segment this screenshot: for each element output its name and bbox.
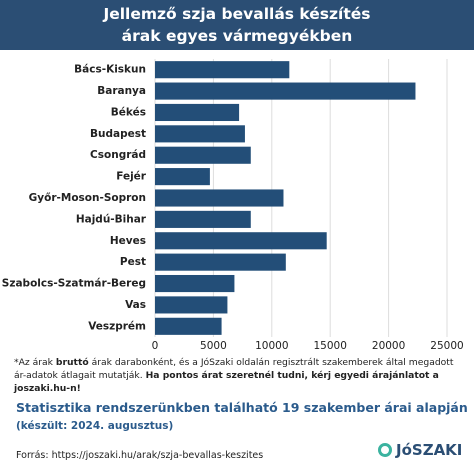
bar (155, 232, 327, 250)
x-tick-label: 5000 (200, 340, 227, 352)
x-tick-label: 20000 (372, 340, 405, 352)
bar (155, 274, 235, 293)
bar (155, 61, 290, 79)
chart: 0 5000 10000 15000 20000 25000 Bács-Kiskun Bara… (2, 59, 464, 352)
y-tick-label: Hajdú-Bihar (76, 213, 147, 225)
footnote: *Az árak bruttó árak darabonként, és a J… (14, 356, 462, 395)
note-bold: Ha pontos árat szeretnél tudni, kérj egy… (14, 370, 439, 394)
y-tick-label: Békés (111, 106, 146, 118)
y-tick-label: Budapest (90, 128, 146, 140)
x-tick-label: 0 (152, 340, 159, 352)
y-tick-label: Pest (120, 256, 146, 268)
bar (155, 210, 251, 228)
logo-text: JóSZAKI (396, 441, 463, 459)
y-tick-label: Szabolcs-Szatmár-Bereg (2, 278, 146, 290)
y-tick-label: Fejér (116, 171, 147, 183)
y-tick-label: Veszprém (88, 320, 146, 332)
date-line: (készült: 2024. augusztus) (16, 420, 174, 432)
y-tick-label: Vas (125, 299, 146, 311)
bar (155, 189, 284, 207)
bar (155, 103, 240, 122)
bar (155, 296, 228, 314)
bar (155, 82, 416, 100)
x-tick-label: 25000 (430, 340, 463, 352)
x-tick-label: 15000 (313, 340, 346, 352)
source-line: Forrás: https://joszaki.hu/arak/szja-bev… (16, 450, 264, 461)
bar (155, 125, 245, 143)
stats-line: Statisztika rendszerünkben található 19 … (16, 400, 468, 415)
note-text: árak darabonként, és a JóSzaki oldalán r… (14, 357, 454, 381)
y-tick-label: Baranya (97, 85, 146, 97)
y-tick-label: Bács-Kiskun (74, 64, 146, 76)
bar (155, 146, 251, 164)
note-bold: bruttó (55, 357, 89, 368)
note-text: *Az árak (14, 357, 56, 368)
title-line: árak egyes vármegyékben (121, 27, 353, 45)
title-line: Jellemző szja bevallás készítés (103, 5, 371, 23)
bar (155, 317, 222, 335)
y-tick-label: Győr-Moson-Sopron (29, 192, 146, 204)
y-tick-label: Csongrád (90, 149, 146, 161)
logo: JóSZAKI (378, 441, 462, 459)
bar (155, 168, 210, 186)
title-banner: Jellemző szja bevallás készítés árak egy… (0, 0, 474, 50)
y-tick-label: Heves (110, 235, 146, 247)
bar (155, 253, 286, 271)
x-tick-label: 10000 (255, 340, 288, 352)
logo-icon (378, 443, 392, 457)
